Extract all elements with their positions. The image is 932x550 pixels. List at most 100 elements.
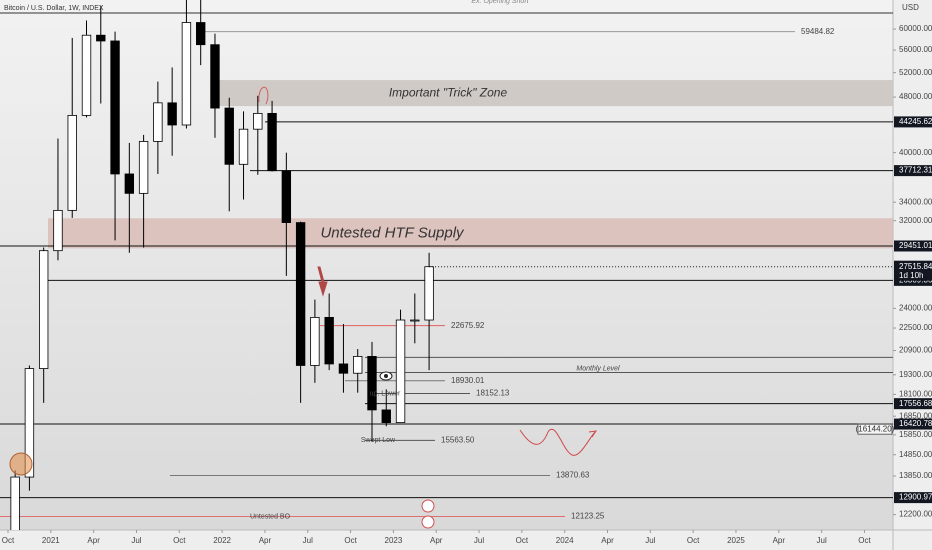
x-tick-label: Jul [474,536,484,545]
y-tick-label: 15850.00 [899,430,932,439]
candle-body [138,141,149,194]
level-label: 59484.82 [801,27,835,36]
candle-body [67,114,77,211]
marker-label: 17556.68 [899,399,932,408]
level-label: 13870.63 [556,471,590,480]
candle-body [181,22,192,126]
level-label: 15563.50 [441,436,475,445]
candle-body [410,319,420,322]
candle-body [281,170,292,223]
x-tick-label: Oct [687,536,700,545]
candle-body [338,363,349,374]
y-tick-label: 60000.00 [899,24,932,33]
target-label: (16144.20) [856,424,895,433]
x-tick-label: 2023 [385,536,403,545]
level-label: 18152.13 [476,389,510,398]
x-tick-label: 2022 [213,536,231,545]
level-note: Swept Low [361,437,396,444]
candle-body [196,22,206,46]
candle-body [24,368,35,478]
x-tick-label: Jul [645,536,655,545]
marker-box [894,418,932,430]
y-tick-label: 19300.00 [899,370,932,379]
x-tick-label: Jul [303,536,313,545]
level-note: up. Lower [370,390,401,397]
y-tick-label: 12200.00 [899,510,932,519]
highlight-circle [9,452,33,476]
down-arrow [317,266,328,297]
y-tick-label: 34000.00 [899,197,932,206]
zone-label: Untested HTF Supply [320,224,465,241]
candle-body [310,316,320,366]
y-tick-label: 18100.00 [899,389,932,398]
candle-body [395,319,406,423]
zone [215,80,893,107]
y-tick-label: 32000.00 [899,216,932,225]
candle-body [224,107,234,165]
x-tick-label: Apr [259,536,272,545]
candle-body [253,112,263,130]
marker-box [894,116,932,128]
y-tick-label: 40000.00 [899,148,932,157]
level-note: Monthly Level [576,365,620,372]
candle-body [324,316,334,365]
top-mark [258,86,269,105]
level-label: 18930.01 [451,376,485,385]
x-tick-label: Apr [773,536,786,545]
level-label: 22675.92 [451,321,485,330]
y-tick-label: 14850.00 [899,450,932,459]
candle-body [295,222,306,366]
candle-body [267,112,277,172]
candle-body [167,102,177,126]
target-box [857,423,893,435]
icon [421,499,435,513]
x-tick-label: Jul [131,536,141,545]
projection-arrowhead [588,430,598,438]
candle-body [53,209,63,252]
x-tick-label: Jul [817,536,827,545]
candle-body [210,44,220,109]
x-tick-label: Apr [601,536,614,545]
candle-body [238,128,249,165]
x-tick-label: Oct [344,536,357,545]
marker-label: 16420.78 [899,419,932,428]
countdown-label: 1d 10h [899,271,923,280]
icon [421,515,435,529]
candle-body [96,34,106,42]
x-tick-label: 2025 [727,536,745,545]
y-tick-label: 48000.00 [899,92,932,101]
x-tick-label: Oct [2,536,15,545]
marker-box [894,240,932,252]
y-tick-label: 13850.00 [899,471,932,480]
level-label: 12123.25 [571,512,605,521]
x-tick-label: 2024 [556,536,574,545]
candle-body [10,476,20,530]
candle-body [353,356,363,374]
current-price-box [894,260,932,281]
x-tick-label: Apr [430,536,443,545]
y-tick-label: 20900.00 [899,346,932,355]
x-tick-label: Oct [858,536,871,545]
y-tick-label: 22500.00 [899,323,932,332]
candle-body [124,173,135,194]
level-note: Untested BO [250,513,291,520]
x-tick-label: Apr [87,536,100,545]
level-note: Ex. Opening Short [471,0,529,5]
current-price-label: 27515.84 [899,262,932,271]
marker-label: 44245.62 [899,117,932,126]
zone-label: Important "Trick" Zone [389,85,508,99]
eye-pupil [384,374,388,378]
drawings [9,86,598,529]
y-tick-label: 24000.00 [899,303,932,312]
chart-title: Bitcoin / U.S. Dollar, 1W, INDEX [4,5,104,12]
candle-body [381,409,391,423]
candle-body [110,40,120,175]
candle-body [153,102,163,142]
y-tick-label: 52000.00 [899,68,932,77]
x-tick-label: 2021 [42,536,60,545]
x-tick-label: Oct [173,536,186,545]
zone [48,218,893,249]
currency-label: USD [902,3,919,12]
